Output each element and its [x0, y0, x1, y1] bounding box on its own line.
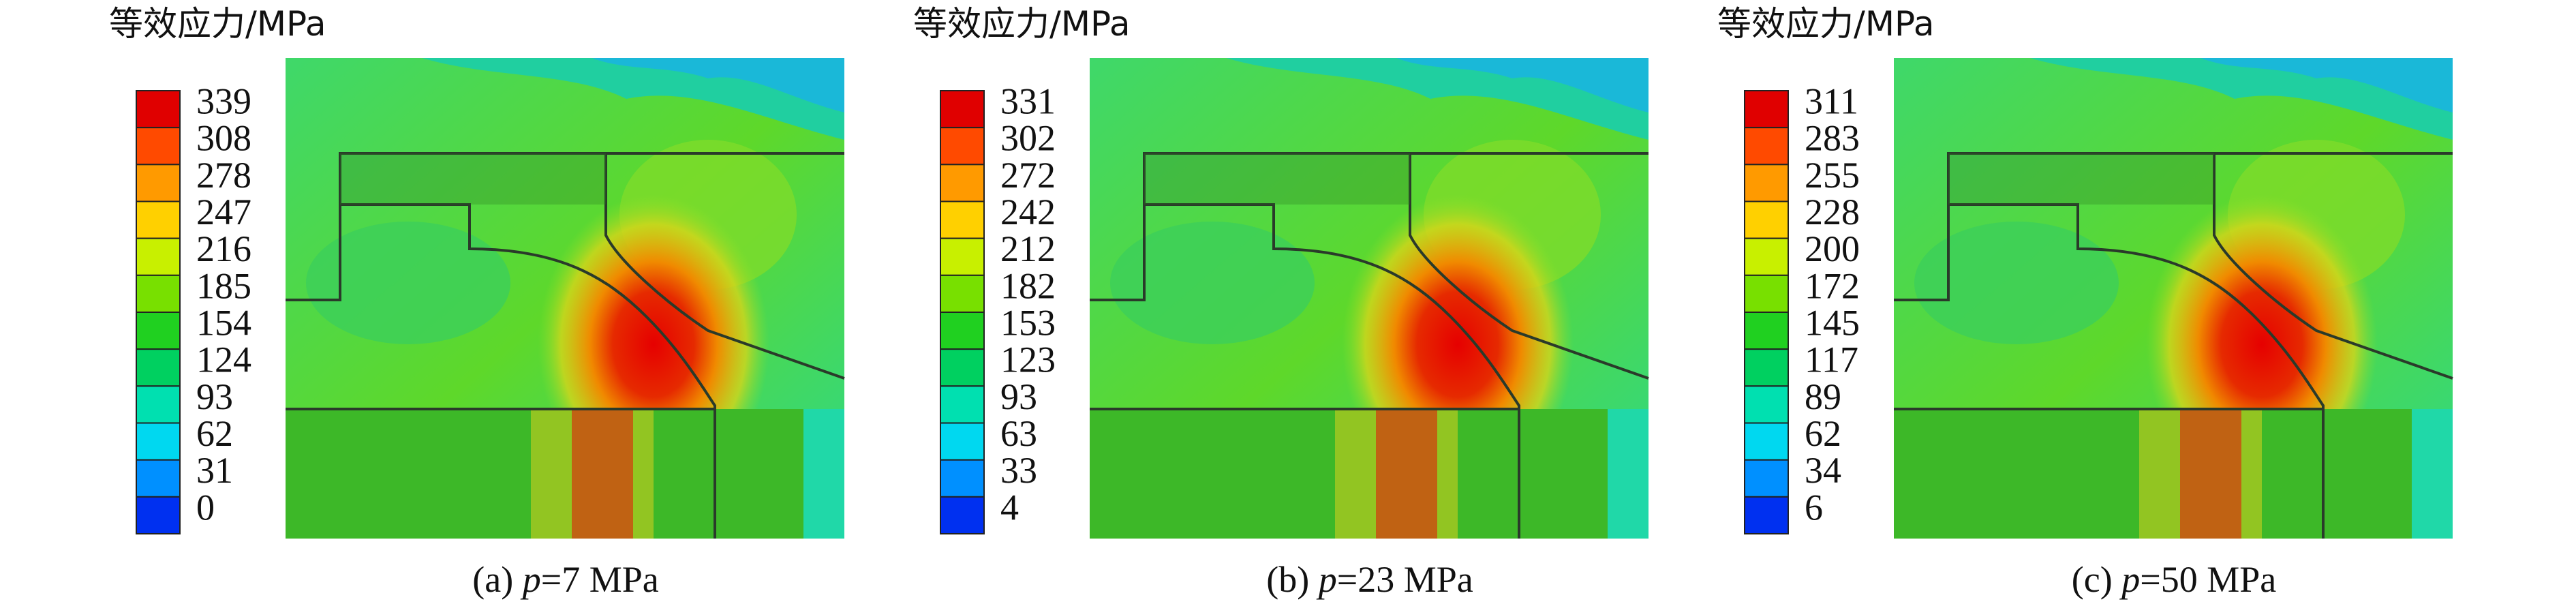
colorbar-swatch — [1744, 422, 1789, 461]
stress-contour — [1892, 57, 2454, 540]
colorbar-label: 212 — [1000, 228, 1056, 269]
caption-variable: p — [1316, 559, 1337, 600]
colorbar-label: 185 — [196, 265, 251, 306]
colorbar-label: 4 — [1000, 487, 1019, 528]
colorbar-swatch — [136, 90, 181, 129]
colorbar-swatch — [136, 422, 181, 461]
colorbar-swatch — [1744, 348, 1789, 387]
colorbar-swatch — [136, 385, 181, 424]
colorbar-swatch — [940, 237, 985, 276]
colorbar-label: 124 — [196, 339, 251, 380]
colorbar-swatch — [136, 237, 181, 276]
colorbar-label: 154 — [196, 302, 251, 343]
colorbar-swatch — [1744, 90, 1789, 129]
stress-contour — [1088, 57, 1650, 540]
colorbar-label: 31 — [196, 450, 233, 491]
caption-variable: p — [2119, 559, 2140, 600]
colorbar-label: 93 — [1000, 376, 1037, 417]
colorbar-swatch — [940, 274, 985, 314]
caption-value: =23 MPa — [1337, 559, 1473, 600]
stress-contour — [284, 57, 846, 540]
colorbar-swatch — [940, 348, 985, 387]
colorbar-swatch — [136, 200, 181, 239]
colorbar-label: 34 — [1805, 450, 1841, 491]
colorbar-swatch — [1744, 200, 1789, 239]
colorbar-label: 216 — [196, 228, 251, 269]
colorbar-label: 331 — [1000, 80, 1056, 121]
colorbar-swatch — [940, 496, 985, 534]
colorbar-label: 302 — [1000, 118, 1056, 159]
caption-label: (b) — [1266, 559, 1318, 600]
colorbar-swatch — [136, 348, 181, 387]
colorbar-label: 33 — [1000, 450, 1037, 491]
colorbar-swatch — [136, 127, 181, 166]
colorbar-label: 308 — [196, 118, 251, 159]
colorbar-swatch — [940, 312, 985, 350]
colorbar-swatch — [940, 164, 985, 202]
caption: (a) p=7 MPa — [472, 559, 658, 600]
colorbar-swatch — [1744, 274, 1789, 314]
caption-variable: p — [520, 559, 541, 600]
colorbar-swatch — [1744, 164, 1789, 202]
caption: (c) p=50 MPa — [2072, 559, 2276, 600]
caption-value: =50 MPa — [2140, 559, 2276, 600]
colorbar-label: 93 — [196, 376, 233, 417]
colorbar-label: 242 — [1000, 192, 1056, 232]
colorbar-swatch — [1744, 127, 1789, 166]
caption: (b) p=23 MPa — [1266, 559, 1473, 600]
colorbar-swatch — [1744, 459, 1789, 498]
colorbar-swatch — [1744, 237, 1789, 276]
caption-label: (c) — [2072, 559, 2121, 600]
colorbar-label: 6 — [1805, 487, 1823, 528]
colorbar-swatch — [940, 90, 985, 129]
colorbar-label: 62 — [1805, 413, 1841, 454]
colorbar-swatch — [1744, 385, 1789, 424]
colorbar-label: 63 — [1000, 413, 1037, 454]
colorbar-swatch — [1744, 496, 1789, 534]
panels: 等效应力/MPa3393082782472161851541249362310(… — [109, 4, 2454, 600]
colorbar-label: 89 — [1805, 376, 1841, 417]
colorbar-swatch — [136, 496, 181, 534]
colorbar-label: 283 — [1805, 118, 1860, 159]
colorbar-label: 339 — [196, 80, 251, 121]
colorbar-swatch — [1744, 312, 1789, 350]
colorbar-label: 247 — [196, 192, 251, 232]
colorbar-title: 等效应力/MPa — [109, 4, 326, 44]
colorbar-title: 等效应力/MPa — [913, 4, 1131, 44]
colorbar-swatch — [940, 385, 985, 424]
colorbar-swatch — [136, 274, 181, 314]
colorbar-swatch — [940, 200, 985, 239]
colorbar-label: 278 — [196, 155, 251, 196]
colorbar-label: 311 — [1805, 80, 1858, 121]
colorbar-swatch — [136, 459, 181, 498]
colorbar-swatch — [136, 164, 181, 202]
colorbar-label: 145 — [1805, 302, 1860, 343]
colorbar-swatch — [940, 422, 985, 461]
colorbar-label: 153 — [1000, 302, 1056, 343]
colorbar-label: 172 — [1805, 265, 1860, 306]
colorbar-label: 255 — [1805, 155, 1860, 196]
colorbar-label: 62 — [196, 413, 233, 454]
caption-label: (a) — [472, 559, 522, 600]
colorbar-label: 117 — [1805, 339, 1858, 380]
colorbar-label: 123 — [1000, 339, 1056, 380]
colorbar-swatch — [940, 127, 985, 166]
colorbar-title: 等效应力/MPa — [1717, 4, 1935, 44]
colorbar-swatch — [136, 312, 181, 350]
colorbar-swatch — [940, 459, 985, 498]
colorbar-label: 272 — [1000, 155, 1056, 196]
colorbar-label: 228 — [1805, 192, 1860, 232]
colorbar-label: 200 — [1805, 228, 1860, 269]
colorbar-label: 0 — [196, 487, 215, 528]
colorbar-label: 182 — [1000, 265, 1056, 306]
caption-value: =7 MPa — [541, 559, 659, 600]
